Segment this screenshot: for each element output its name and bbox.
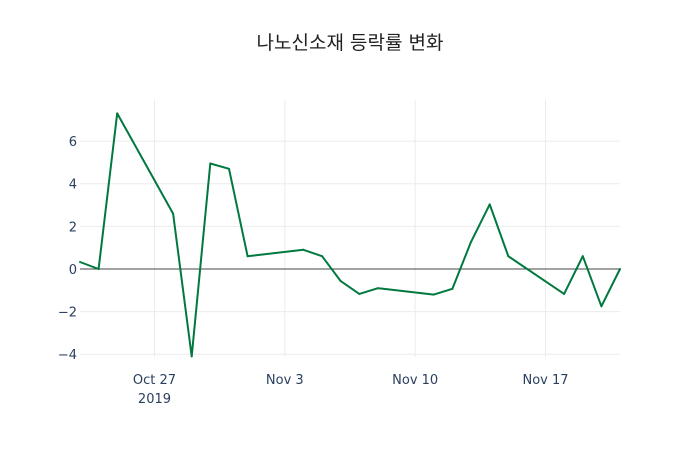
- grid: [80, 100, 620, 357]
- y-tick-label: 4: [69, 178, 77, 193]
- y-tick-label: 2: [69, 220, 77, 235]
- y-tick-label: 6: [69, 135, 77, 150]
- x-tick-label: Nov 10: [392, 373, 438, 388]
- y-tick-label: 0: [69, 263, 77, 278]
- data-point: [507, 255, 510, 258]
- data-point: [358, 292, 361, 295]
- y-axis: −4 −2 0 2 4 6: [58, 135, 77, 363]
- data-point: [451, 287, 454, 290]
- y-tick-label: −4: [58, 348, 77, 363]
- data-point: [79, 260, 81, 263]
- data-point: [302, 248, 305, 251]
- chart-title: 나노신소재 등락률 변화: [257, 32, 444, 54]
- x-tick-label: Oct 27: [133, 373, 176, 388]
- series-layer: [79, 112, 621, 358]
- data-point: [227, 167, 230, 170]
- data-point: [97, 267, 100, 270]
- data-point: [581, 255, 584, 258]
- x-axis: Oct 27 2019 Nov 3 Nov 10 Nov 17: [133, 373, 569, 407]
- series-line: [79, 112, 621, 358]
- data-point: [563, 292, 566, 295]
- y-tick-label: −2: [58, 306, 77, 321]
- data-point: [190, 355, 193, 358]
- data-point: [246, 255, 249, 258]
- data-point: [470, 240, 473, 243]
- data-point: [619, 267, 621, 270]
- x-tick-sublabel: 2019: [138, 392, 171, 407]
- data-point: [376, 287, 379, 290]
- data-point: [321, 255, 324, 258]
- data-point: [600, 305, 603, 308]
- data-point: [116, 112, 119, 115]
- x-tick-label: Nov 3: [266, 373, 304, 388]
- data-point: [432, 293, 435, 296]
- data-point: [172, 212, 175, 215]
- x-tick-label: Nov 17: [522, 373, 568, 388]
- data-point: [209, 162, 212, 165]
- data-point: [339, 280, 342, 283]
- data-point: [488, 203, 491, 206]
